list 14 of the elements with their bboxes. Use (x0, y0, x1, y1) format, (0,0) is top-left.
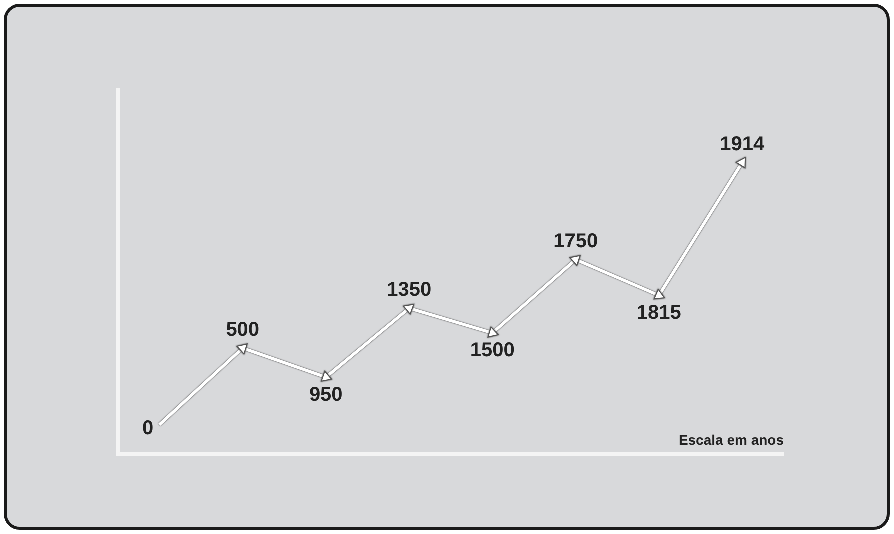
point (654, 289, 666, 300)
point (570, 255, 581, 266)
x-tick-label: 1815 (636, 302, 682, 324)
x-tick-label: 1350 (387, 278, 432, 301)
point (736, 157, 746, 169)
x-tick-label: 500 (226, 318, 260, 341)
x-tick-label: 1750 (554, 230, 598, 252)
x-axis-title: Escala em anos (678, 432, 784, 448)
x-tick-label: 0 (142, 417, 154, 440)
x-tick-label: 950 (309, 384, 343, 406)
x-tick-label: 1500 (470, 340, 515, 362)
point (321, 371, 332, 382)
x-tick-label: 1914 (720, 133, 766, 156)
point (488, 326, 499, 338)
